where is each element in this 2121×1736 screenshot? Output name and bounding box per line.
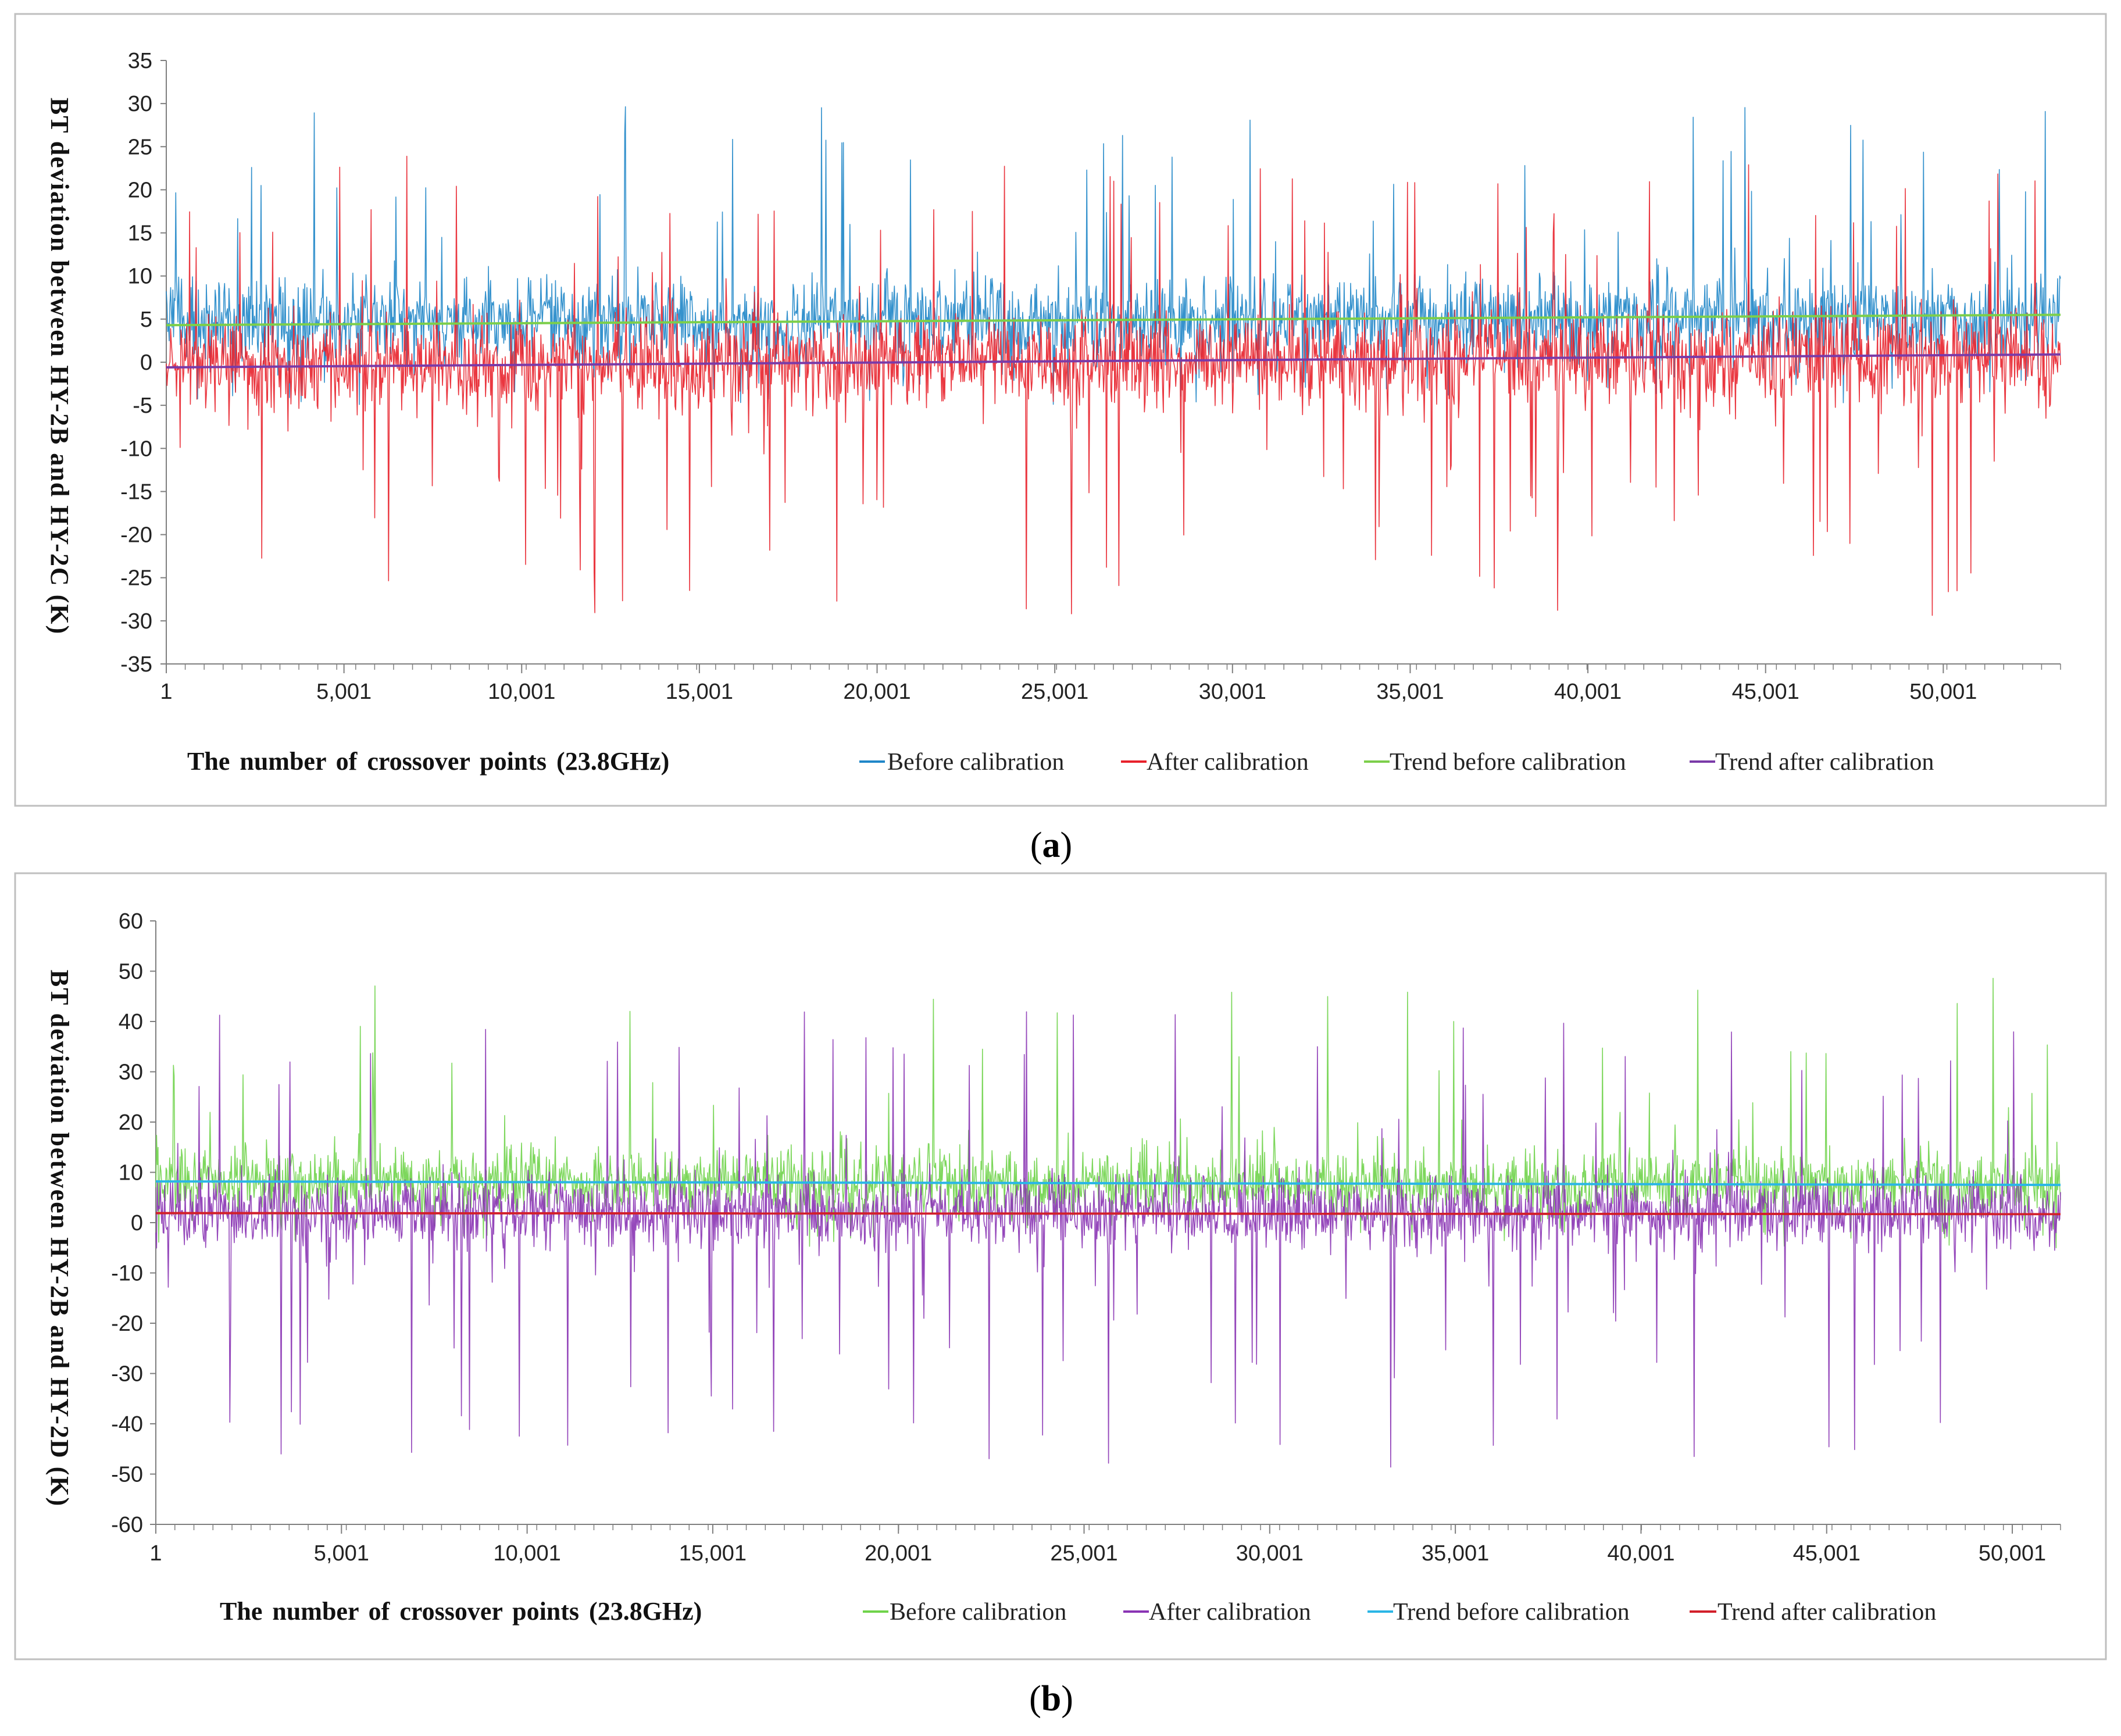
x-tick-label: 20,001 bbox=[843, 680, 910, 704]
x-tick-label: 25,001 bbox=[1050, 1541, 1117, 1566]
y-tick-label: -25 bbox=[120, 566, 152, 591]
legend-a-trend-before-label: Trend before calibration bbox=[1390, 749, 1626, 776]
y-tick-label: 60 bbox=[119, 909, 143, 934]
x-tick-label: 45,001 bbox=[1732, 680, 1799, 704]
legend-a-trend-after-label: Trend after calibration bbox=[1715, 749, 1934, 776]
y-tick-label: -30 bbox=[111, 1362, 143, 1387]
x-tick-label: 40,001 bbox=[1607, 1541, 1674, 1566]
x-tick-label: 15,001 bbox=[679, 1541, 747, 1566]
y-tick-label: -20 bbox=[120, 523, 152, 548]
x-tick-label: 10,001 bbox=[493, 1541, 560, 1566]
panel-b-plot-area bbox=[155, 977, 2061, 1468]
panel-b-caption-letter: b bbox=[1041, 1679, 1061, 1719]
panel-a-x-axis: 1 5,001 10,001 15,001 20,001 25,001 30,001 35,0… bbox=[160, 663, 2061, 704]
x-tick-label: 1 bbox=[149, 1541, 162, 1566]
panel-b-caption-close: ) bbox=[1061, 1679, 1073, 1719]
legend-b-before: Before calibration bbox=[863, 1599, 1066, 1626]
y-tick-label: -20 bbox=[111, 1312, 143, 1336]
x-tick-label: 35,001 bbox=[1376, 680, 1444, 704]
x-tick-label: 15,001 bbox=[666, 680, 733, 704]
legend-a-after: After calibration bbox=[1121, 749, 1309, 776]
panel-a-y-axis: 35 30 25 20 15 10 5 0 -5 -10 -15 -20 -25 -30 -35 bbox=[120, 49, 167, 677]
panel-b-xlabel: The number of crossover points (23.8GHz) bbox=[220, 1597, 702, 1626]
legend-a-after-label: After calibration bbox=[1147, 749, 1309, 776]
x-tick-label: 30,001 bbox=[1236, 1541, 1304, 1566]
legend-b-trend-before-label: Trend before calibration bbox=[1393, 1599, 1630, 1626]
panel-a-caption-close: ) bbox=[1060, 826, 1073, 865]
y-tick-label: 5 bbox=[140, 308, 152, 332]
y-tick-label: 10 bbox=[119, 1161, 143, 1185]
y-tick-label: 30 bbox=[119, 1060, 143, 1085]
panel-a: BT deviation between HY-2B and HY-2C (K)… bbox=[14, 13, 2107, 807]
panel-b-y-axis: 60 50 40 30 20 10 0 -10 -20 -30 -40 -50 -60 bbox=[111, 909, 156, 1537]
x-tick-label: 5,001 bbox=[316, 680, 372, 704]
panel-b-x-axis: 1 5,001 10,001 15,001 20,001 25,001 30,001 35,0… bbox=[149, 1524, 2061, 1566]
y-tick-label: -5 bbox=[133, 394, 152, 418]
y-tick-label: -40 bbox=[111, 1412, 143, 1437]
y-tick-label: -10 bbox=[111, 1262, 143, 1286]
panel-a-ylabel: BT deviation between HY-2B and HY-2C (K) bbox=[45, 98, 74, 635]
legend-a-trend-after: Trend after calibration bbox=[1690, 749, 1934, 776]
x-tick-label: 1 bbox=[160, 680, 172, 704]
y-tick-label: 0 bbox=[131, 1211, 143, 1235]
legend-b-trend-after: Trend after calibration bbox=[1690, 1599, 1936, 1626]
y-tick-label: 15 bbox=[128, 222, 152, 246]
series-b-trend-before-calibration bbox=[155, 1180, 2061, 1187]
panel-a-plot-area bbox=[166, 106, 2061, 616]
y-tick-label: 30 bbox=[128, 92, 152, 116]
y-tick-label: -10 bbox=[120, 437, 152, 461]
x-tick-label: 50,001 bbox=[1979, 1541, 2046, 1566]
legend-b-after-label: After calibration bbox=[1149, 1599, 1311, 1626]
x-tick-label: 45,001 bbox=[1793, 1541, 1861, 1566]
series-b-trend-after-calibration bbox=[155, 1212, 2061, 1216]
series-a-after-calibration bbox=[166, 155, 2061, 616]
panel-b-caption: (b) bbox=[1029, 1679, 1073, 1719]
series-a-trend-after-calibration bbox=[166, 353, 2061, 369]
x-tick-label: 10,001 bbox=[488, 680, 555, 704]
panel-a-xlabel: The number of crossover points (23.8GHz) bbox=[187, 747, 669, 776]
x-tick-label: 20,001 bbox=[865, 1541, 932, 1566]
panel-b-frame bbox=[14, 872, 2107, 1660]
y-tick-label: 20 bbox=[119, 1110, 143, 1135]
panel-b-ylabel: BT deviation between HY-2B and HY-2D (K) bbox=[45, 970, 74, 1507]
x-tick-label: 5,001 bbox=[314, 1541, 369, 1566]
legend-a-before-label: Before calibration bbox=[887, 749, 1064, 776]
panel-a-caption-letter: a bbox=[1042, 826, 1060, 865]
y-tick-label: 40 bbox=[119, 1010, 143, 1034]
panel-a-caption: (a) bbox=[1030, 826, 1072, 865]
x-tick-label: 50,001 bbox=[1909, 680, 1977, 704]
x-tick-label: 35,001 bbox=[1422, 1541, 1489, 1566]
y-tick-label: 35 bbox=[128, 49, 152, 73]
panel-b-caption-open: ( bbox=[1029, 1679, 1041, 1719]
panel-b-legend: Before calibration After calibration Tre… bbox=[863, 1599, 1936, 1626]
y-tick-label: 0 bbox=[140, 351, 152, 375]
panel-b: BT deviation between HY-2B and HY-2D (K)… bbox=[14, 872, 2107, 1660]
legend-b-after: After calibration bbox=[1123, 1599, 1311, 1626]
y-tick-label: 10 bbox=[128, 265, 152, 289]
y-tick-label: 20 bbox=[128, 178, 152, 202]
legend-a-before: Before calibration bbox=[859, 749, 1064, 776]
y-tick-label: -30 bbox=[120, 609, 152, 634]
y-tick-label: -50 bbox=[111, 1463, 143, 1487]
x-tick-label: 30,001 bbox=[1199, 680, 1266, 704]
y-tick-label: -15 bbox=[120, 480, 152, 504]
legend-b-before-label: Before calibration bbox=[890, 1599, 1066, 1626]
legend-b-trend-before: Trend before calibration bbox=[1367, 1599, 1630, 1626]
y-tick-label: 25 bbox=[128, 135, 152, 159]
series-b-after-calibration bbox=[155, 1011, 2061, 1468]
x-tick-label: 25,001 bbox=[1021, 680, 1088, 704]
y-tick-label: -35 bbox=[120, 652, 152, 677]
series-a-trend-before-calibration bbox=[166, 313, 2061, 327]
legend-b-trend-after-label: Trend after calibration bbox=[1717, 1599, 1936, 1626]
panel-a-caption-open: ( bbox=[1030, 826, 1042, 865]
y-tick-label: -60 bbox=[111, 1513, 143, 1537]
x-tick-label: 40,001 bbox=[1554, 680, 1622, 704]
panel-a-legend: Before calibration After calibration Tre… bbox=[859, 749, 1934, 776]
y-tick-label: 50 bbox=[119, 960, 143, 984]
legend-a-trend-before: Trend before calibration bbox=[1364, 749, 1626, 776]
